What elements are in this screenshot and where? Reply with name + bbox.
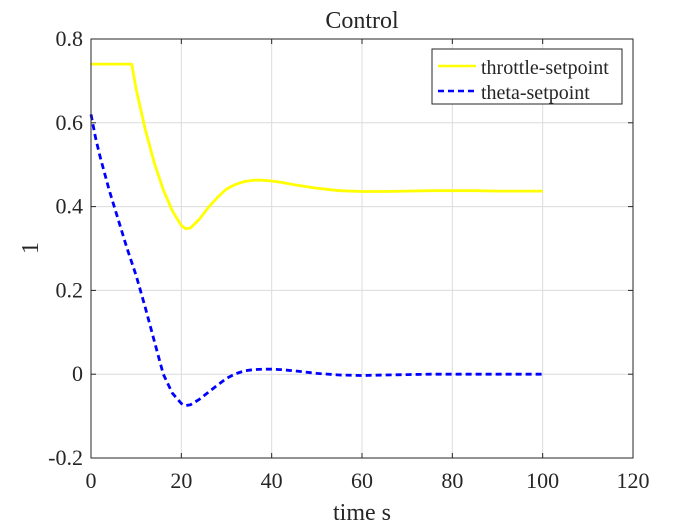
y-tick-label: 0.2 [56, 277, 84, 302]
legend-box [431, 48, 623, 105]
legend-label-throttle-setpoint: throttle-setpoint [481, 57, 609, 79]
x-tick-label: 40 [261, 468, 283, 493]
x-tick-label: 0 [86, 468, 97, 493]
legend-label-theta-setpoint: theta-setpoint [481, 82, 590, 104]
series-line-throttle-setpoint [91, 62, 543, 231]
tick-marks [90, 38, 634, 459]
y-tick-label: -0.2 [48, 445, 83, 470]
x-tick-label: 100 [526, 468, 559, 493]
x-tick-label: 120 [617, 468, 650, 493]
y-tick-label: 0 [72, 361, 83, 386]
y-tick-label: 0.8 [56, 26, 84, 51]
y-tick-label: 0.6 [56, 110, 84, 135]
series-line-theta-setpoint [89, 114, 543, 408]
x-tick-label: 60 [351, 468, 373, 493]
y-tick-labels: -0.2 0 0.2 0.4 0.6 0.8 [48, 26, 83, 470]
x-tick-label: 80 [441, 468, 463, 493]
chart-title: Control [325, 8, 399, 34]
grid-lines [91, 39, 633, 458]
y-tick-label: 0.4 [56, 194, 84, 219]
x-tick-labels: 0 20 40 60 80 100 120 [86, 468, 650, 493]
x-axis-label: time s [333, 500, 391, 525]
x-tick-label: 20 [170, 468, 192, 493]
series-group [89, 62, 543, 408]
legend: throttle-setpoint theta-setpoint [431, 48, 623, 105]
y-axis-label: 1 [18, 242, 44, 254]
